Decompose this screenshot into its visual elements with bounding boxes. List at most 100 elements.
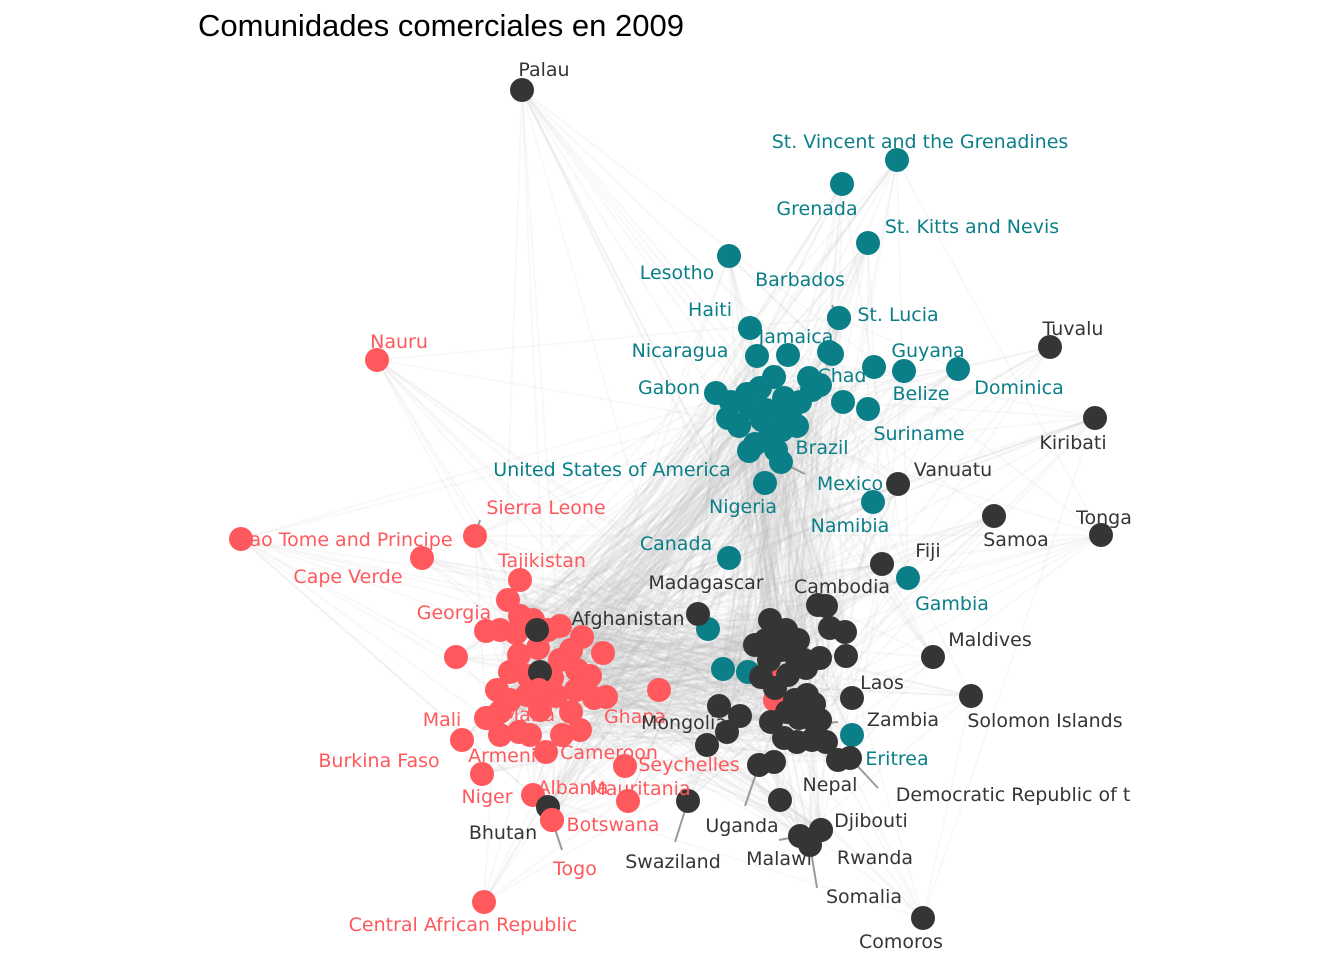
edge (814, 399, 819, 606)
edge (547, 482, 766, 808)
edge (813, 317, 840, 705)
edge (805, 534, 1102, 669)
edge (658, 327, 751, 691)
node-nepal (768, 788, 792, 812)
edge (376, 359, 805, 661)
edge (515, 242, 869, 634)
edge (474, 534, 1102, 537)
node-niger (470, 762, 494, 786)
edge (519, 579, 763, 634)
edge (547, 389, 813, 808)
edge (728, 255, 830, 353)
edge (483, 443, 756, 903)
node-car (472, 890, 496, 914)
edge (526, 417, 1096, 614)
label-drc: Democratic Republic of t (896, 784, 1131, 806)
edge (593, 687, 752, 699)
node-usa (737, 439, 761, 463)
edge (507, 599, 770, 661)
edge (576, 669, 768, 673)
edge (575, 255, 730, 691)
edge (581, 563, 883, 638)
node-red (548, 614, 572, 638)
node-georgia (474, 619, 498, 643)
edge (519, 417, 729, 581)
node-red (488, 723, 512, 747)
node-canada (717, 546, 741, 570)
edge (825, 534, 1102, 743)
edge (781, 411, 851, 759)
edge (547, 668, 724, 808)
edge (536, 439, 782, 631)
node-maldives (921, 645, 945, 669)
edge (519, 604, 819, 612)
edge (551, 417, 729, 821)
edge (589, 429, 783, 637)
label-gabon: Gabon (638, 377, 700, 399)
label-usa: United States of America (493, 459, 730, 481)
edge (796, 377, 810, 743)
edge (519, 557, 730, 617)
edge (536, 534, 1102, 612)
edge (658, 605, 827, 691)
edge (521, 89, 546, 620)
edge (521, 89, 729, 419)
edge (509, 183, 843, 701)
edge (738, 425, 767, 641)
edge (825, 605, 934, 658)
edge (521, 89, 924, 919)
label-cambodia: Cambodia (794, 576, 890, 598)
label-samoa: Samoa (983, 529, 1048, 551)
edge (636, 629, 772, 723)
edge (240, 538, 487, 719)
edge (585, 401, 732, 565)
node-burkinafaso (450, 728, 474, 752)
edge (579, 619, 771, 731)
label-grenada: Grenada (776, 198, 857, 220)
edge (616, 366, 875, 612)
edge (730, 401, 736, 673)
node-red (594, 685, 618, 709)
edge (570, 317, 840, 651)
node-grenada (830, 172, 854, 196)
edge (599, 417, 729, 627)
edge (726, 449, 777, 733)
edge (570, 557, 730, 651)
label-maldives: Maldives (948, 629, 1032, 651)
edge (570, 461, 782, 651)
label-laos: Laos (860, 672, 904, 694)
edge (421, 557, 579, 586)
node-teal (831, 390, 855, 414)
edge (561, 723, 789, 736)
edge (726, 449, 777, 733)
edge (481, 629, 787, 775)
node-red (504, 621, 528, 645)
edge (773, 761, 822, 831)
edge (376, 359, 720, 707)
node-teal (808, 373, 832, 397)
label-jamaica: Jamaica (758, 326, 834, 348)
label-suriname: Suriname (873, 423, 964, 445)
label-nigeria: Nigeria (709, 496, 777, 518)
label-madagascar: Madagascar (648, 572, 763, 594)
node-solomon (959, 684, 983, 708)
label-capeverde: Cape Verde (293, 566, 402, 588)
edge (561, 561, 924, 919)
edge (803, 384, 846, 633)
edge (620, 623, 626, 767)
label-tuvalu: Tuvalu (1042, 318, 1104, 340)
edge (789, 416, 805, 661)
node-red (550, 723, 574, 747)
edge (532, 619, 708, 746)
label-mongolia: Mongolia (641, 712, 727, 734)
node-zambia (804, 712, 828, 736)
edge (785, 425, 798, 631)
edge (240, 538, 757, 621)
edge (872, 501, 972, 697)
edge (376, 317, 840, 361)
edge (780, 455, 827, 607)
edge (658, 689, 736, 725)
edge (596, 557, 730, 603)
edge (825, 353, 833, 743)
node-dark (528, 660, 552, 684)
